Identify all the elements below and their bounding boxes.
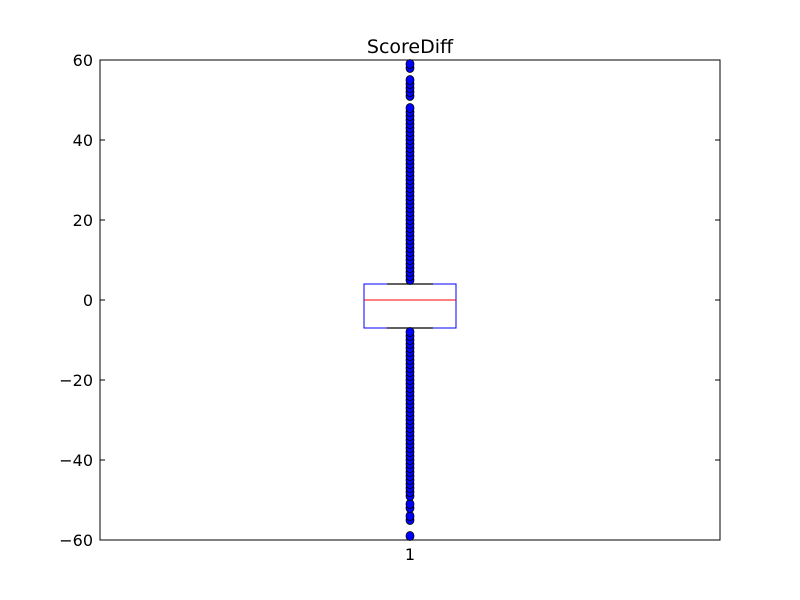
iqr-box xyxy=(363,283,457,329)
chart-title: ScoreDiff xyxy=(367,36,454,58)
y-tick-label: −40 xyxy=(59,451,93,470)
y-tick-label: 40 xyxy=(73,131,93,150)
x-tick-label: 1 xyxy=(405,545,415,564)
y-tick-label: −60 xyxy=(59,531,93,550)
y-axis: −60 −40 −20 0 20 40 60 xyxy=(59,51,720,550)
outlier-points xyxy=(405,59,415,541)
outlier-point xyxy=(405,59,415,69)
outlier-point xyxy=(405,75,415,85)
outlier-point xyxy=(405,327,415,337)
y-tick-label: 20 xyxy=(73,211,93,230)
y-tick-label: −20 xyxy=(59,371,93,390)
box-plot-series xyxy=(363,283,457,329)
y-tick-label: 0 xyxy=(83,291,93,310)
y-tick-label: 60 xyxy=(73,51,93,70)
outlier-point xyxy=(405,531,415,541)
outlier-point xyxy=(405,103,415,113)
